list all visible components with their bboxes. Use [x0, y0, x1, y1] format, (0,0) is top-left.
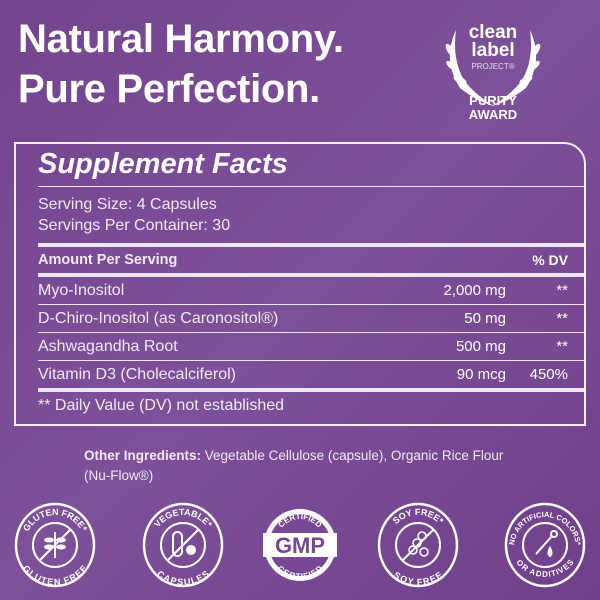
headline-line-1: Natural Harmony.	[18, 17, 344, 61]
award-text-purity: PURITY	[469, 93, 517, 108]
svg-text:SOY FREE: SOY FREE	[392, 570, 444, 587]
award-text-project: PROJECT®	[471, 62, 515, 71]
nutrient-amount: 50 mg	[464, 310, 506, 327]
other-ingredients: Other Ingredients: Vegetable Cellulose (…	[84, 446, 524, 486]
award-text-award: AWARD	[468, 107, 518, 122]
gluten-free-badge: GLUTEN FREE* GLUTEN FREE	[14, 502, 96, 588]
nutrient-dv: 450%	[529, 366, 568, 383]
award-text-clean: clean	[468, 22, 518, 43]
badge-bottom-text: CAPSULES	[155, 569, 211, 588]
serving-size: Serving Size: 4 Capsules	[38, 196, 217, 213]
nutrient-dv: **	[556, 338, 568, 355]
gmp-certified-badge: GMP CERTIFIED CERTIFIED	[263, 509, 337, 581]
divider	[38, 360, 584, 361]
svg-text:CAPSULES: CAPSULES	[155, 569, 211, 588]
nutrient-name: Ashwagandha Root	[38, 338, 178, 355]
vegetable-capsules-badge: VEGETABLE* CAPSULES	[142, 502, 224, 588]
nutrient-dv: **	[556, 310, 568, 327]
nutrient-amount: 500 mg	[455, 338, 506, 355]
nutrient-name: Vitamin D3 (Cholecalciferol)	[38, 366, 236, 383]
svg-text:OR ADDITIVES: OR ADDITIVES	[515, 557, 576, 579]
divider	[38, 304, 584, 305]
wheat-icon	[44, 532, 66, 558]
other-ingredients-label: Other Ingredients:	[84, 448, 202, 463]
dropper-icon	[535, 530, 558, 558]
divider-thick	[38, 273, 584, 277]
soybean-icon	[408, 531, 429, 557]
facts-title: Supplement Facts	[38, 148, 288, 180]
divider-thick	[38, 388, 584, 392]
headline-line-2: Pure Perfection.	[18, 67, 320, 111]
supplement-facts-panel: Supplement Facts Serving Size: 4 Capsule…	[14, 142, 586, 426]
other-ingredients-text: Vegetable Cellulose (capsule), Organic R…	[84, 448, 504, 483]
divider	[38, 186, 584, 187]
amount-per-serving-header: Amount Per Serving	[38, 252, 178, 268]
nutrient-name: D-Chiro-Inositol (as Caronositol®)	[38, 310, 279, 327]
headline: Natural Harmony. Pure Perfection.	[18, 14, 344, 114]
divider-thick	[38, 243, 584, 247]
nutrient-name: Myo-Inositol	[38, 282, 125, 299]
capsule-icon	[172, 531, 196, 557]
clean-label-award-logo: clean label PROJECT® PURITY AWARD	[438, 10, 548, 125]
dv-header: % DV	[532, 252, 568, 268]
nutrient-dv: **	[556, 282, 568, 299]
nutrient-amount: 90 mcg	[456, 366, 506, 383]
soy-free-badge: SOY FREE* SOY FREE	[377, 502, 459, 588]
no-artificial-colors-badge: NO ARTIFICIAL COLORS* OR ADDITIVES	[504, 502, 586, 588]
award-text-label: label	[471, 40, 515, 61]
laurel-wreath-icon	[445, 30, 541, 106]
badge-bottom-text: OR ADDITIVES	[515, 557, 576, 579]
servings-per-container: Servings Per Container: 30	[38, 217, 231, 234]
divider	[38, 332, 584, 333]
footnote: ** Daily Value (DV) not established	[38, 397, 285, 414]
badge-bottom-text: SOY FREE	[392, 570, 444, 587]
gmp-text: GMP	[275, 533, 325, 558]
nutrient-amount: 2,000 mg	[443, 282, 506, 299]
